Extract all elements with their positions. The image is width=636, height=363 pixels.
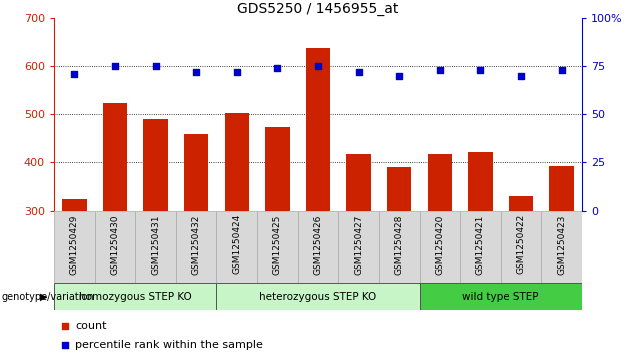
Bar [216, 283, 420, 310]
Bar [420, 211, 460, 283]
Text: wild type STEP: wild type STEP [462, 292, 539, 302]
Text: ▶: ▶ [40, 292, 48, 302]
Bar [387, 167, 411, 211]
Point [556, 67, 567, 73]
Bar [338, 211, 379, 283]
Bar [103, 103, 127, 211]
Text: homozygous STEP KO: homozygous STEP KO [79, 292, 191, 302]
Bar [550, 166, 574, 211]
Text: GSM1250427: GSM1250427 [354, 214, 363, 274]
Point [60, 342, 70, 348]
Title: GDS5250 / 1456955_at: GDS5250 / 1456955_at [237, 2, 399, 16]
Text: GSM1250420: GSM1250420 [435, 214, 445, 274]
Bar [265, 127, 289, 211]
Point [394, 73, 404, 79]
Text: percentile rank within the sample: percentile rank within the sample [75, 340, 263, 350]
Bar [420, 283, 582, 310]
Bar [225, 113, 249, 211]
Bar [135, 211, 176, 283]
Text: GSM1250432: GSM1250432 [191, 214, 201, 274]
Point [475, 67, 485, 73]
Text: GSM1250422: GSM1250422 [516, 214, 525, 274]
Bar [257, 211, 298, 283]
Point [435, 67, 445, 73]
Point [313, 63, 323, 69]
Bar [184, 134, 209, 211]
Bar [509, 196, 533, 211]
Bar [62, 199, 86, 211]
Text: GSM1250429: GSM1250429 [70, 214, 79, 274]
Point [69, 71, 80, 77]
Point [110, 63, 120, 69]
Text: GSM1250431: GSM1250431 [151, 214, 160, 275]
Text: GSM1250430: GSM1250430 [111, 214, 120, 275]
Text: GSM1250426: GSM1250426 [314, 214, 322, 274]
Bar [54, 283, 216, 310]
Point [354, 69, 364, 75]
Text: GSM1250424: GSM1250424 [232, 214, 241, 274]
Bar [347, 154, 371, 211]
Text: genotype/variation: genotype/variation [1, 292, 94, 302]
Bar [427, 154, 452, 211]
Bar [541, 211, 582, 283]
Bar [501, 211, 541, 283]
Point [232, 69, 242, 75]
Text: heterozygous STEP KO: heterozygous STEP KO [259, 292, 377, 302]
Text: GSM1250421: GSM1250421 [476, 214, 485, 274]
Point [191, 69, 201, 75]
Point [272, 65, 282, 71]
Bar [379, 211, 420, 283]
Bar [143, 119, 168, 211]
Bar [95, 211, 135, 283]
Bar [216, 211, 257, 283]
Bar [176, 211, 216, 283]
Bar [468, 152, 493, 211]
Point [60, 323, 70, 329]
Bar [54, 211, 95, 283]
Point [151, 63, 161, 69]
Text: GSM1250425: GSM1250425 [273, 214, 282, 274]
Text: GSM1250423: GSM1250423 [557, 214, 566, 274]
Text: count: count [75, 321, 107, 331]
Bar [306, 48, 330, 211]
Point [516, 73, 526, 79]
Bar [298, 211, 338, 283]
Bar [460, 211, 501, 283]
Text: GSM1250428: GSM1250428 [395, 214, 404, 274]
